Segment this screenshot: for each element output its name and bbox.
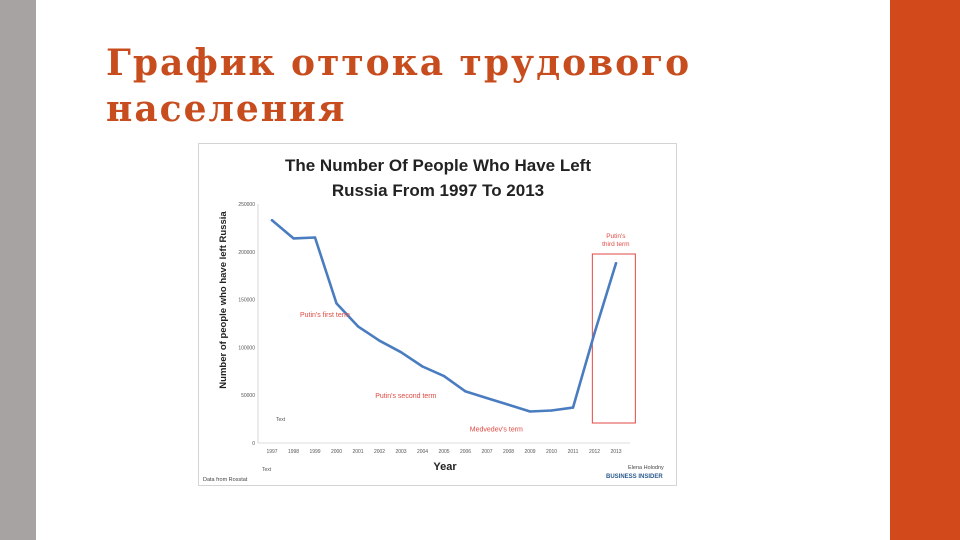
credit-author: Elena Holodny: [628, 465, 664, 471]
third-term-label-line-1: Putin's: [606, 233, 626, 240]
x-tick-label: 2010: [546, 449, 557, 455]
x-tick-label: 2008: [503, 449, 514, 455]
third-term-label-line-2: third term: [602, 241, 629, 248]
data-point: [507, 403, 510, 406]
data-point: [356, 325, 360, 328]
data-point: [593, 331, 596, 335]
x-tick-label: 2007: [481, 449, 492, 455]
x-tick-label: 2006: [460, 449, 471, 455]
data-point: [399, 350, 403, 354]
x-tick-label: 2012: [589, 449, 600, 455]
data-point: [292, 237, 295, 240]
data-point: [571, 406, 575, 409]
stray-label-2: Text: [262, 467, 272, 473]
data-point: [550, 409, 553, 412]
data-point: [464, 390, 467, 393]
annotation-label: Medvedev's term: [470, 427, 523, 434]
x-tick-label: 2005: [438, 449, 449, 455]
x-tick-label: 2004: [417, 449, 428, 455]
y-axis-label: Number of people who have left Russia: [218, 211, 229, 389]
y-tick-label: 200000: [238, 250, 255, 256]
x-axis-label: Year: [433, 461, 457, 473]
y-tick-label: 50000: [241, 393, 255, 399]
x-tick-label: 2002: [374, 449, 385, 455]
chart-title-line-1: The Number Of People Who Have Left: [285, 156, 591, 175]
x-tick-label: 1997: [266, 449, 277, 455]
y-tick-label: 250000: [238, 202, 255, 208]
data-point: [442, 374, 446, 378]
data-point: [335, 302, 338, 305]
data-point: [485, 396, 489, 400]
data-point: [378, 339, 381, 342]
annotation-label: Putin's first term: [300, 312, 350, 319]
series-points: [270, 219, 618, 413]
credit-publisher: BUSINESS INSIDER: [606, 474, 663, 480]
left-decor-bar: [0, 0, 36, 540]
y-tick-label: 100000: [238, 345, 255, 351]
x-tick-label: 2001: [352, 449, 363, 455]
x-tick-label: 2009: [524, 449, 535, 455]
data-point: [614, 262, 618, 265]
x-tick-labels: 1997 1998 1999 2000 2001 2002 2003 2004 2005 2006…: [266, 449, 621, 455]
data-point: [270, 219, 274, 222]
x-tick-label: 1998: [288, 449, 299, 455]
x-tick-label: 2011: [568, 449, 579, 455]
y-tick-label: 0: [252, 441, 255, 447]
annotation-label: Putin's second term: [375, 393, 436, 400]
data-point: [421, 365, 424, 368]
x-tick-label: 2000: [331, 449, 342, 455]
chart-title-line-2: Russia From 1997 To 2013: [332, 181, 544, 200]
source-note: Data from Rosstat: [203, 477, 248, 483]
y-tick-labels: 0 50000 100000 150000 200000 250000: [238, 202, 255, 447]
data-point: [528, 410, 532, 413]
x-tick-label: 1999: [309, 449, 320, 455]
x-tick-label: 2003: [395, 449, 406, 455]
chart-background: [198, 143, 677, 486]
stray-label-1: Text: [276, 417, 286, 423]
y-tick-label: 150000: [238, 298, 255, 304]
right-accent-bar: [890, 0, 960, 540]
data-point: [313, 236, 317, 239]
chart-image: The Number Of People Who Have Left Russi…: [198, 143, 677, 486]
slide-title: График оттока трудового населения: [106, 42, 692, 130]
term-annotations: Putin's first term Putin's second term Med…: [300, 312, 523, 434]
emigration-chart: The Number Of People Who Have Left Russi…: [198, 143, 677, 486]
x-tick-label: 2013: [610, 449, 621, 455]
